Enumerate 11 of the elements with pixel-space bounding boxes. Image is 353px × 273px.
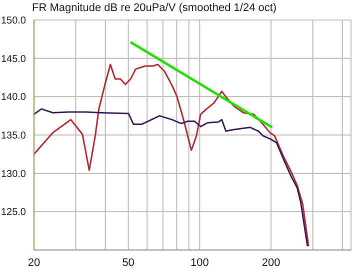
x-tick-label: 200 [262,256,280,269]
y-tick-label: 145.0 [0,54,26,65]
y-tick-label: 135.0 [0,130,26,142]
y-tick-label: 130.0 [0,168,26,180]
chart-title: FR Magnitude dB re 20uPa/V (smoothed 1/24 oct) [32,2,277,14]
y-tick-label: 150.0 [0,16,26,27]
y-tick-label: 125.0 [0,207,26,218]
y-tick-label: 140.0 [0,92,26,104]
x-tick-label: 100 [190,256,209,269]
x-tick-label: 20 [28,256,40,269]
x-tick-label: 50 [122,256,134,269]
